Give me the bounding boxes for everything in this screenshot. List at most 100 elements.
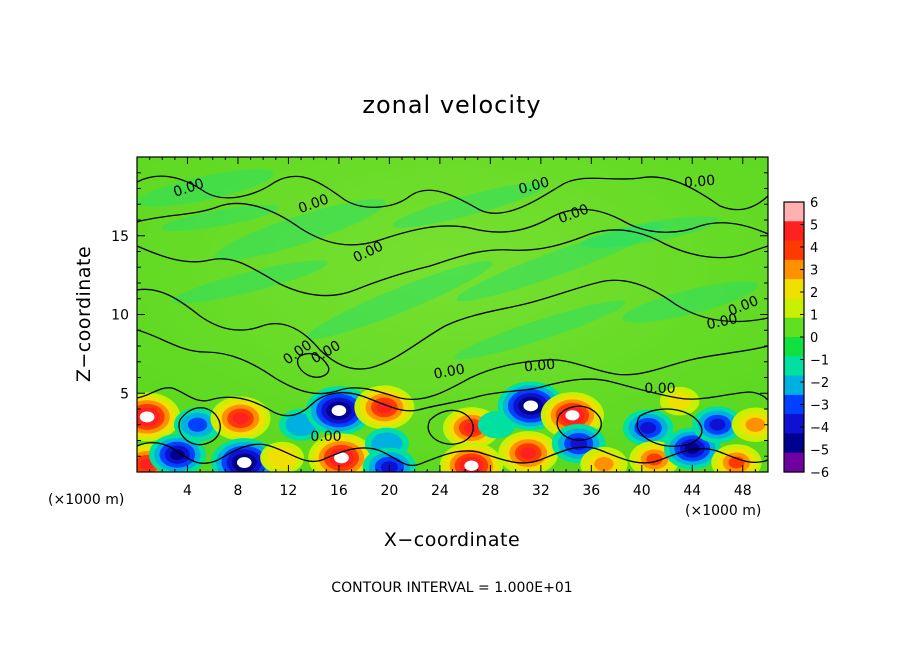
velocity-blob — [354, 385, 415, 430]
contour-label: 0.00 — [644, 381, 675, 397]
blob-ring — [232, 412, 249, 425]
x-tick-label: 24 — [431, 483, 449, 499]
y-tick-label: 5 — [120, 386, 129, 402]
colorbar-label: −6 — [810, 466, 829, 481]
x-tick-label: 8 — [233, 483, 242, 499]
contour-line — [636, 408, 703, 447]
colorbar-ticks: 6 5 4 3 2 1 0 −1 −2 −3 −4 −5 −6 — [800, 196, 829, 481]
y-axis-label: Z−coordinate — [73, 246, 95, 382]
velocity-blob — [498, 431, 559, 472]
x-tick-label: 40 — [633, 483, 651, 499]
colorbar-label: −4 — [810, 421, 829, 436]
contour-line — [137, 329, 768, 400]
contour-line — [137, 279, 768, 370]
colorbar-swatch — [784, 337, 804, 357]
blob-core — [464, 460, 479, 471]
contour-label: 0.00 — [310, 429, 341, 445]
blob-ring — [520, 447, 537, 459]
colorbar-swatch — [784, 279, 804, 300]
contour-line — [137, 175, 768, 214]
colorbar-swatch — [784, 240, 804, 261]
blob-ring — [377, 437, 396, 451]
x-tick-label: 28 — [481, 483, 499, 499]
contour-lines — [137, 175, 768, 467]
velocity-blob — [305, 386, 373, 435]
colorbar-swatch — [784, 433, 804, 454]
colorbar-swatch — [784, 202, 804, 222]
contour-label: 0.00 — [705, 311, 739, 333]
contour-label: 0.00 — [517, 174, 551, 198]
velocity-blob — [692, 406, 743, 444]
y-tick-label: 10 — [111, 308, 129, 324]
blob-core — [334, 452, 349, 464]
contour-interval-note: CONTOUR INTERVAL = 1.000E+01 — [331, 580, 572, 596]
colorbar-label: −5 — [810, 444, 829, 459]
blob-ring — [745, 417, 766, 432]
blob-ring — [291, 418, 311, 432]
contour-line — [556, 405, 602, 441]
x-tick-label: 48 — [734, 483, 752, 499]
field-streak — [172, 260, 328, 304]
colorbar — [784, 202, 804, 473]
contour-line — [296, 352, 330, 378]
blob-ring — [709, 418, 726, 431]
field-streak — [160, 204, 280, 232]
colorbar-swatch — [784, 221, 804, 242]
velocity-blob — [362, 447, 417, 472]
velocity-blob — [439, 442, 504, 472]
velocity-blob — [260, 441, 305, 472]
contour-line — [137, 441, 768, 467]
blob-ring — [485, 416, 508, 433]
velocity-blob — [629, 441, 680, 472]
blob-ring — [640, 422, 657, 434]
colorbar-label: −3 — [810, 399, 829, 414]
contour-line — [137, 229, 768, 297]
colorbar-swatch — [784, 317, 804, 338]
contour-label: 0.00 — [523, 357, 555, 376]
blob-ring — [464, 422, 479, 434]
colorbar-swatch — [784, 259, 804, 280]
colorbar-swatch — [784, 452, 804, 473]
colorbar-label: 1 — [810, 309, 818, 324]
contour-line — [178, 407, 221, 446]
contour-label: 0.00 — [683, 173, 715, 192]
blob-core — [139, 411, 155, 423]
x-tick-label: 44 — [683, 483, 701, 499]
colorbar-label: −1 — [810, 354, 829, 369]
colorbar-swatch — [784, 414, 804, 435]
blob-core — [236, 457, 252, 468]
contour-line — [137, 202, 768, 246]
x-unit-label-right: (×1000 m) — [685, 503, 761, 519]
contour-label: 0.00 — [433, 361, 466, 382]
colorbar-label: 4 — [810, 241, 818, 256]
colorbar-label: 5 — [810, 219, 818, 234]
blob-core — [331, 405, 347, 416]
colorbar-swatch — [784, 394, 804, 415]
x-axis: 4 8 12 16 20 24 28 32 36 40 44 48 — [149, 157, 756, 499]
velocity-blob — [580, 446, 628, 472]
blob-ring — [594, 457, 614, 472]
x-tick-label: 12 — [280, 483, 298, 499]
y-tick-label: 15 — [111, 229, 129, 245]
contour-line — [137, 378, 768, 417]
velocity-blob — [137, 392, 181, 442]
heatmap-field: 0.000.000.000.000.000.000.000.000.000.00… — [137, 157, 768, 472]
colorbar-swatch — [784, 298, 804, 319]
blob-ring — [376, 401, 393, 414]
blob-core — [523, 400, 539, 412]
velocity-blob — [731, 407, 768, 442]
velocity-blob — [210, 396, 271, 441]
velocity-blob — [148, 433, 206, 472]
field-streak — [456, 222, 664, 302]
blob-ring — [273, 451, 292, 465]
x-axis-label: X−coordinate — [384, 529, 520, 551]
colorbar-swatch — [784, 356, 804, 377]
field-streak — [454, 300, 626, 360]
x-tick-label: 36 — [582, 483, 600, 499]
x-tick-label: 20 — [380, 483, 398, 499]
colorbar-label: 0 — [810, 331, 818, 346]
x-tick-label: 32 — [532, 483, 550, 499]
chart-title: zonal velocity — [362, 91, 541, 119]
colorbar-label: 2 — [810, 286, 818, 301]
